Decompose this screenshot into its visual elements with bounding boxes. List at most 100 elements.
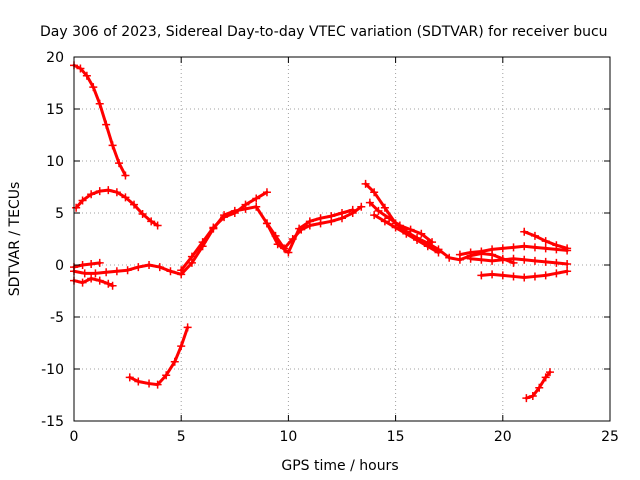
data-point [198,238,207,247]
data-point [316,219,325,228]
data-point [121,171,130,180]
series-arc-a [70,61,130,180]
data-point [80,269,89,278]
series-arc-c [70,202,357,279]
data-point [108,281,117,290]
data-point [138,210,147,219]
data-point [220,213,229,222]
data-point [166,267,175,276]
data-point [134,377,143,386]
data-point [530,231,539,240]
data-point [488,256,497,265]
data-point [370,188,379,197]
data-point [153,221,162,230]
data-point [530,256,539,265]
data-point [123,266,132,275]
data-point [445,253,454,262]
data-point [509,272,518,281]
chart-title: Day 306 of 2023, Sidereal Day-to-day VTE… [40,24,608,40]
data-point [488,245,497,254]
plot-frame [73,56,611,422]
y-tick-label: 5 [55,206,64,222]
data-layer [70,61,572,403]
data-point [125,373,134,382]
y-tick-label: 20 [46,50,64,66]
data-point [434,248,443,257]
data-point [288,235,297,243]
data-point [528,392,537,401]
data-point [563,244,572,253]
data-point [76,64,85,73]
data-point [187,252,196,261]
data-point [102,120,111,129]
data-point [305,221,314,230]
series-line [368,201,434,244]
series-arc-b [72,186,162,230]
data-point [520,273,529,282]
series-arc-n [466,254,572,268]
series-arc-j [365,198,437,247]
data-point [348,209,357,217]
data-point [535,383,544,392]
data-point [477,271,486,280]
x-tick-label: 10 [279,429,297,445]
data-point [563,267,572,276]
y-axis-label: SDTVAR / TECUs [7,182,23,297]
data-point [520,227,529,236]
data-point [145,261,154,269]
data-point [530,243,539,252]
data-point [541,257,550,266]
data-point [402,229,411,238]
data-point [209,223,218,232]
data-point [498,255,507,264]
data-point [541,373,550,382]
data-point [252,202,261,211]
data-point [563,259,572,268]
data-point [177,266,186,275]
data-point [391,223,400,232]
data-point [338,214,346,223]
data-point [72,203,81,212]
data-point [252,194,261,203]
series-arc-d [70,274,117,290]
data-point [541,271,550,280]
data-point [89,83,98,92]
y-tick-label: -5 [50,310,64,326]
series-arc-f [177,188,271,275]
data-point [488,270,497,279]
data-point [541,244,550,253]
data-point [545,368,554,377]
series-arc-o [520,227,572,253]
data-point [153,380,162,389]
data-point [104,186,113,195]
data-point [428,238,437,247]
data-point [112,188,121,197]
series-arc-p [522,368,554,403]
x-tick-label: 15 [387,429,405,445]
data-point [87,190,96,199]
data-point [357,202,366,211]
data-point [271,231,280,240]
data-point [102,268,111,277]
data-point [380,217,389,226]
series-arc-k [370,211,443,257]
data-point [95,99,104,108]
data-point [370,211,379,220]
data-point [78,278,87,287]
data-point [520,255,529,264]
data-point [78,196,87,205]
data-point [87,274,96,283]
data-point [541,237,550,246]
y-tick-label: 0 [55,258,64,274]
data-point [262,219,271,228]
x-axis-label: GPS time / hours [281,458,398,474]
data-point [374,206,383,215]
series-line [524,370,552,400]
x-tick-label: 25 [601,429,619,445]
data-point [520,242,529,251]
data-point [385,214,394,223]
data-point [522,394,531,403]
data-point [423,242,432,251]
data-point [130,200,139,209]
data-point [82,71,91,80]
